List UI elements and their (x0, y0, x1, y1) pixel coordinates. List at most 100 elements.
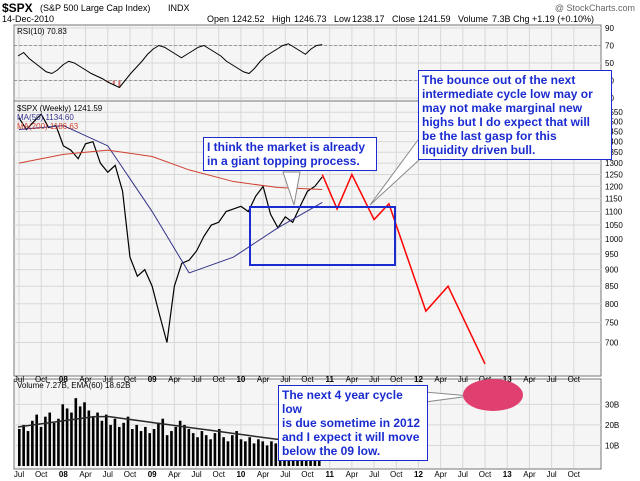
volume-bar (22, 424, 25, 466)
watermark: @ StockCharts.com (555, 3, 635, 13)
volume-ema-line (17, 415, 323, 443)
x-tick-label: Jul (191, 375, 201, 384)
x-tick-label: 13 (503, 375, 512, 384)
x-tick-label: Oct (390, 375, 403, 384)
x-tick-label: Jul (369, 470, 379, 479)
ma50-line (18, 125, 323, 274)
volume-bar (157, 422, 160, 466)
x-tick-label: Oct (213, 375, 226, 384)
x-tick-label: Apr (257, 470, 270, 479)
volume-bar (65, 408, 69, 466)
volume-bar (52, 422, 56, 466)
price-tick-label: 1450 (605, 128, 623, 137)
x-tick-label: Apr (523, 470, 536, 479)
volume-bar (113, 418, 117, 466)
price-tick-label: 1400 (605, 138, 623, 147)
volume-tick-label: 30B (605, 400, 619, 409)
price-legend-ma50: MA(50) 1134.60 (17, 113, 74, 122)
price-tick-label: 1150 (605, 195, 623, 204)
symbol: $SPX (2, 1, 33, 15)
x-tick-label: 13 (503, 470, 512, 479)
volume-bar (31, 420, 34, 466)
x-tick-label: Apr (168, 375, 181, 384)
price-tick-label: 1000 (605, 235, 623, 244)
price-tick-label: 1500 (605, 118, 623, 127)
price-tick-label: 1550 (605, 108, 623, 117)
x-tick-label: 12 (414, 375, 423, 384)
volume-bar (126, 416, 130, 466)
volume-bar (96, 412, 99, 466)
open-value: 1242.52 (232, 14, 265, 24)
x-tick-label: 09 (148, 375, 157, 384)
volume-bar (226, 441, 230, 466)
x-tick-label: Jul (103, 470, 113, 479)
price-tick-label: 1300 (605, 159, 623, 168)
close-value: 1241.59 (418, 14, 451, 24)
volume-bar (48, 412, 52, 466)
x-tick-label: Oct (301, 375, 314, 384)
volume-bar (235, 431, 238, 466)
x-tick-label: 09 (148, 470, 157, 479)
x-tick-label: Apr (434, 470, 447, 479)
x-tick-label: Oct (301, 470, 314, 479)
x-tick-label: Apr (523, 375, 536, 384)
x-tick-label: Oct (479, 470, 492, 479)
rsi-tick-label: 70 (605, 42, 614, 51)
volume-bar (257, 439, 260, 466)
annotation-cycle-low: The next 4 year cycle low is due sometim… (278, 385, 428, 461)
low-value: 1238.17 (352, 14, 385, 24)
volume-bar (244, 441, 247, 466)
price-tick-label: 850 (605, 282, 619, 291)
index-name: (S&P 500 Large Cap Index) (40, 3, 150, 13)
price-tick-label: 800 (605, 300, 619, 309)
rsi-legend: RSI(10) 70.83 (17, 27, 67, 36)
ma200-line (18, 149, 323, 190)
x-tick-label: Jul (458, 470, 468, 479)
x-tick-label: Jul (458, 375, 468, 384)
topping-callout-pointer (282, 171, 301, 206)
high-label: High (272, 14, 291, 24)
volume-legend: Volume 7.27B, EMA(60) 18.62B (17, 381, 130, 390)
price-tick-label: 1050 (605, 221, 623, 230)
volume-bar (165, 435, 169, 466)
volume-bar (174, 426, 178, 466)
low-label: Low (334, 14, 351, 24)
volume-bar (78, 406, 82, 466)
high-value: 1246.73 (294, 14, 327, 24)
volume-bar (144, 426, 147, 466)
volume-bar (44, 416, 47, 466)
volume-bar (170, 431, 173, 466)
volume-bar (183, 424, 186, 466)
change-value: Chg +1.19 (+0.10%) (513, 14, 594, 24)
volume-tick-label: 20B (605, 421, 619, 430)
volume-bar (148, 433, 152, 466)
exchange: INDX (168, 3, 190, 13)
volume-bar (135, 424, 138, 466)
volume-bar (222, 437, 225, 466)
volume-bar (252, 443, 256, 466)
volume-bar (61, 404, 65, 466)
volume-bar (217, 429, 221, 466)
volume-bar (265, 445, 269, 466)
x-tick-label: Oct (390, 470, 403, 479)
volume-bar (74, 398, 78, 466)
x-tick-label: Jul (546, 375, 556, 384)
volume-bar (70, 412, 73, 466)
volume-bar (187, 429, 191, 466)
volume-bar (270, 441, 273, 466)
x-tick-label: 11 (325, 470, 334, 479)
x-tick-label: Jul (14, 470, 24, 479)
open-label: Open (207, 14, 229, 24)
x-tick-label: Jul (191, 470, 201, 479)
volume-bar (178, 420, 182, 466)
x-tick-label: Jul (103, 375, 113, 384)
volume-bar (100, 420, 104, 466)
x-tick-label: Jul (546, 470, 556, 479)
x-tick-label: Apr (434, 375, 447, 384)
volume-bar (104, 414, 108, 466)
price-tick-label: 750 (605, 318, 619, 327)
x-tick-label: Oct (124, 375, 137, 384)
volume-bar (196, 437, 199, 466)
close-label: Close (392, 14, 415, 24)
x-tick-label: Oct (568, 375, 581, 384)
